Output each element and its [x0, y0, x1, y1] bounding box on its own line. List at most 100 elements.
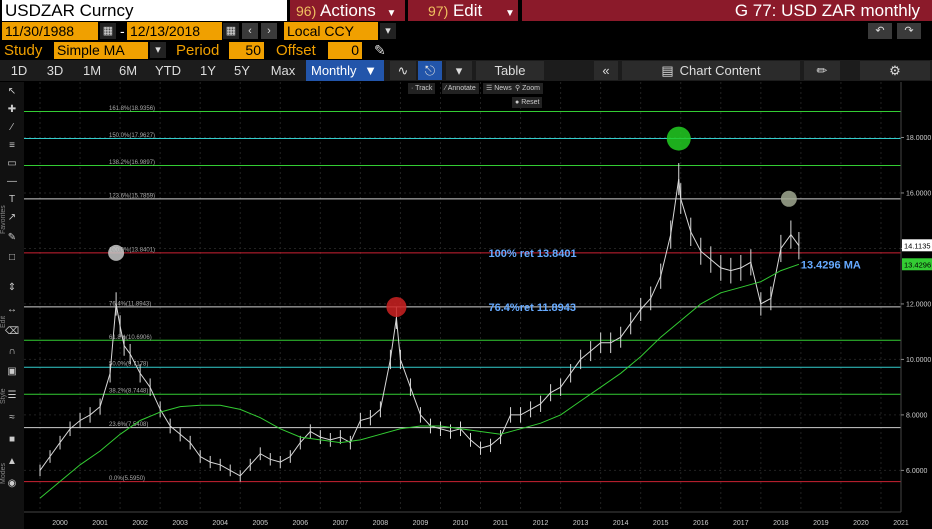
x-tick-label: 2016: [693, 520, 709, 527]
currency-dropdown-icon[interactable]: ▾: [380, 23, 396, 39]
annotation-text: 100% ret 13.8401: [489, 248, 577, 260]
news-button[interactable]: ☰ News: [483, 83, 515, 94]
x-tick-label: 2007: [333, 520, 349, 527]
y-axis: 6.00008.000010.000012.000014.000016.0000…: [900, 82, 932, 512]
plot-background: [24, 82, 932, 529]
trend-line-icon[interactable]: ∕: [11, 122, 13, 133]
track-icon: ·: [411, 85, 414, 92]
y-tick-label: 18.0000: [906, 135, 931, 142]
fib-level-label: 76.4%(11.8943): [109, 301, 151, 307]
channel-icon[interactable]: ▭: [7, 158, 17, 169]
crosshair-icon[interactable]: ✚: [7, 104, 17, 115]
ma-line: [39, 263, 800, 499]
news-label: News: [494, 85, 512, 92]
study-label: Study: [4, 42, 43, 59]
mode-icon[interactable]: ◉: [7, 478, 17, 489]
start-date-field[interactable]: 11/30/1988: [2, 22, 98, 40]
date-separator: -: [120, 23, 125, 39]
range-3d[interactable]: 3D: [46, 63, 64, 78]
last-ma-label: 13.4296: [904, 260, 931, 269]
toolbar: 1D 3D 1M 6M YTD 1Y 5Y Max Monthly ▼ ∿ ⎋ …: [0, 60, 932, 81]
table-button[interactable]: Table: [476, 61, 544, 80]
hline-icon[interactable]: —: [7, 176, 17, 187]
cursor-icon[interactable]: ↖: [7, 86, 17, 97]
next-period-icon[interactable]: ›: [261, 23, 277, 39]
frequency-select[interactable]: Monthly ▼: [306, 60, 384, 81]
color-icon[interactable]: ■: [8, 434, 16, 445]
actions-menu[interactable]: 96) Actions ▼: [290, 0, 405, 21]
shape-icon[interactable]: □: [8, 252, 16, 263]
markers-layer: [108, 126, 797, 317]
collapse-icon[interactable]: «: [594, 61, 618, 80]
chart-title: G 77: USD ZAR monthly: [522, 0, 932, 21]
calendar-end-icon[interactable]: ▦: [223, 23, 239, 39]
x-tick-label: 2010: [453, 520, 469, 527]
study-dropdown-icon[interactable]: ▾: [150, 42, 166, 58]
reset-button[interactable]: ● Reset: [512, 97, 543, 108]
x-axis: 2000 2001 2002 2003 2004 2005 2006 2007 2008 2009…: [24, 511, 909, 527]
pen-icon[interactable]: ✎: [7, 232, 17, 243]
study-select[interactable]: Simple MA: [54, 42, 148, 59]
currency-field[interactable]: Local CCY: [284, 22, 378, 40]
fib-level-label: 100.0%(13.8401): [109, 247, 155, 253]
x-tick-label: 2006: [293, 520, 309, 527]
line-chart-icon[interactable]: ∿: [390, 61, 416, 80]
offset-input[interactable]: 0: [328, 42, 362, 59]
pencil-icon[interactable]: ✎: [374, 42, 386, 58]
edit-menu[interactable]: 97) Edit ▼: [408, 0, 518, 21]
prev-period-icon[interactable]: ‹: [242, 23, 258, 39]
news-icon: ☰: [486, 85, 493, 92]
lock-icon[interactable]: ▣: [7, 366, 17, 377]
price-chart[interactable]: 161.8%(18.9356) 150.0%(17.9627) 138.2%(16.…: [24, 82, 932, 529]
actions-caret-icon: ▼: [386, 8, 397, 19]
range-ytd[interactable]: YTD: [155, 63, 181, 78]
x-tick-label: 2001: [92, 520, 108, 527]
track-button[interactable]: · Track: [408, 83, 436, 94]
brush-icon[interactable]: ≈: [9, 412, 15, 423]
left-tool-strip: ↖ ✚ ∕ ≡ ▭ — T ↗ ✎ □ ⇕ ↔ ⌫ ∩ ▣ ☰ ≈ ■ ▲ ◉ …: [0, 82, 24, 529]
fill-icon[interactable]: ▲: [7, 456, 17, 467]
chart-type-dropdown-icon[interactable]: ▾: [446, 61, 472, 80]
redo-icon[interactable]: ↷: [897, 23, 921, 39]
fib-icon[interactable]: ≡: [9, 140, 15, 151]
last-ma-tag: [902, 258, 932, 271]
erase-icon[interactable]: ⌫: [5, 326, 20, 337]
range-6m[interactable]: 6M: [118, 63, 138, 78]
fib-level-label: 123.6%(15.7859): [109, 193, 155, 199]
x-tick-label: 2004: [212, 520, 228, 527]
range-5y[interactable]: 5Y: [234, 63, 250, 78]
text-icon[interactable]: T: [8, 194, 16, 205]
measure-icon[interactable]: ↔: [7, 304, 17, 315]
range-1d[interactable]: 1D: [10, 63, 28, 78]
magnet-icon[interactable]: ∩: [8, 346, 16, 357]
y-tick-label: 6.0000: [906, 468, 928, 475]
edit-side-label: Edit: [0, 315, 7, 328]
settings-gear-icon[interactable]: ⚙: [860, 61, 930, 80]
date-range-row: 11/30/1988 ▦ - 12/13/2018 ▦ ‹ › Local CC…: [0, 22, 932, 40]
range-1m[interactable]: 1M: [82, 63, 102, 78]
chart-content-button[interactable]: ▤ Chart Content: [622, 61, 800, 80]
marker-circle: [108, 244, 125, 261]
annotate-button[interactable]: ⁄ Annotate: [442, 83, 479, 94]
undo-icon[interactable]: ↶: [868, 23, 892, 39]
end-date-field[interactable]: 12/13/2018: [127, 22, 222, 40]
range-max[interactable]: Max: [270, 63, 296, 78]
ruler-icon[interactable]: ⇕: [7, 282, 17, 293]
x-tick-label: 2015: [653, 520, 669, 527]
x-tick-label: 2002: [132, 520, 148, 527]
period-label: Period: [176, 42, 220, 59]
edit-chart-icon[interactable]: ✏: [804, 61, 840, 80]
period-input[interactable]: 50: [229, 42, 264, 59]
bar-chart-icon[interactable]: ⎋: [418, 61, 442, 80]
x-tick-label: 2018: [773, 520, 789, 527]
calendar-start-icon[interactable]: ▦: [100, 23, 116, 39]
layer-icon[interactable]: ☰: [7, 390, 17, 401]
x-tick-label: 2019: [813, 520, 829, 527]
actions-label: Actions: [320, 1, 376, 20]
range-1y[interactable]: 1Y: [200, 63, 216, 78]
offset-label: Offset: [276, 42, 316, 59]
edit-num: 97): [428, 3, 449, 19]
arrow-icon[interactable]: ↗: [7, 212, 17, 223]
security-field[interactable]: USDZAR Curncy: [2, 0, 287, 21]
zoom-button[interactable]: ⚲ Zoom: [512, 83, 543, 94]
